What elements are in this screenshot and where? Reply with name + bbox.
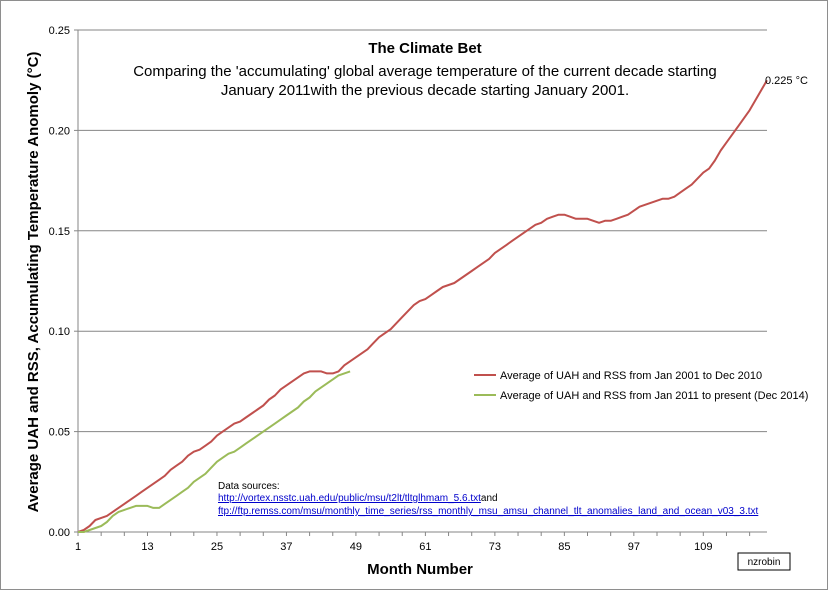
legend-label-2001-2010: Average of UAH and RSS from Jan 2001 to …: [500, 370, 762, 382]
legend: Average of UAH and RSS from Jan 2001 to …: [474, 370, 808, 402]
y-tick-label: 0.15: [49, 226, 70, 238]
source-link-rss[interactable]: ftp://ftp.remss.com/msu/monthly_time_ser…: [218, 506, 759, 517]
end-value-annotation: 0.225 °C: [765, 75, 808, 87]
chart-subtitle-line-1: Comparing the 'accumulating' global aver…: [133, 63, 717, 80]
x-tick-label: 73: [489, 541, 501, 553]
gridlines: [78, 29, 767, 433]
data-sources-line-1: http://vortex.nsstc.uah.edu/public/msu/t…: [218, 493, 498, 504]
chart-title: The Climate Bet: [368, 40, 481, 57]
legend-label-2011-present: Average of UAH and RSS from Jan 2011 to …: [500, 390, 808, 402]
series-line-1: [77, 79, 768, 533]
data-sources: Data sources: http://vortex.nsstc.uah.ed…: [218, 481, 759, 517]
source-link-uah[interactable]: http://vortex.nsstc.uah.edu/public/msu/t…: [218, 493, 481, 504]
y-tick-label: 0.25: [49, 25, 70, 37]
x-tick-label: 97: [628, 541, 640, 553]
y-tick-label: 0.05: [49, 427, 70, 439]
author-label: nzrobin: [748, 557, 781, 568]
y-tick-label: 0.20: [49, 125, 70, 137]
x-axis-ticks: 1 13 25 37 49 61 73 85 97 109: [75, 532, 751, 553]
x-tick-label: 109: [694, 541, 712, 553]
x-axis-title: Month Number: [367, 561, 473, 578]
y-axis-title: Average UAH and RSS, Accumulating Temper…: [25, 52, 42, 513]
author-box-border: [737, 552, 791, 571]
x-tick-label: 13: [141, 541, 153, 553]
y-tick-label: 0.10: [49, 326, 70, 338]
x-tick-label: 25: [211, 541, 223, 553]
x-tick-label: 85: [558, 541, 570, 553]
x-tick-label: 1: [75, 541, 81, 553]
y-axis-ticks: 0.00 0.05 0.10 0.15 0.20 0.25: [49, 25, 78, 539]
data-sources-label: Data sources:: [218, 481, 280, 492]
y-tick-label: 0.00: [49, 527, 70, 539]
author-box: nzrobin: [737, 552, 791, 571]
source-and-text: and: [481, 493, 498, 504]
x-tick-label: 61: [419, 541, 431, 553]
series-line-2: [78, 370, 351, 533]
series-layer: [77, 79, 768, 533]
x-tick-label: 49: [350, 541, 362, 553]
chart-subtitle-line-2: January 2011with the previous decade sta…: [221, 82, 629, 99]
x-tick-label: 37: [280, 541, 292, 553]
